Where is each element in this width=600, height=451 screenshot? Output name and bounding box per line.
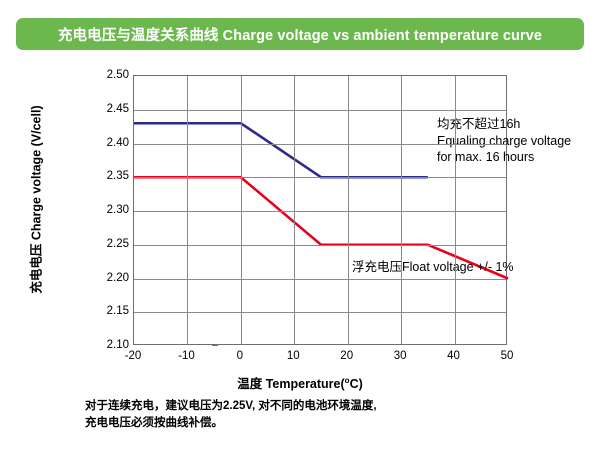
y-axis-tick-label: 2.15	[106, 305, 129, 318]
x-axis-tick-label: 10	[286, 350, 300, 362]
gridline-vertical	[240, 76, 242, 344]
y-axis-tick-label: 2.30	[106, 204, 129, 216]
x-axis-title-cn: 温度	[237, 377, 266, 391]
equalizing-charge-voltage-line	[134, 121, 428, 179]
degree-symbol-icon: o	[344, 375, 350, 385]
footer-note-line2: 充电电压必须按曲线补偿。	[85, 417, 223, 429]
gridline-horizontal	[134, 143, 506, 145]
x-axis-tick-label: 30	[393, 350, 407, 362]
y-axis-tick-label: 2.20	[106, 271, 129, 284]
x-axis-title: 温度 Temperature(oC)	[0, 373, 600, 392]
footer-note-line1: 对于连续充电，建议电压为2.25V, 对不同的电池环境温度,	[85, 400, 377, 412]
plot-area: 均充不超过16h Equaling charge voltage for max…	[133, 75, 571, 345]
y-axis-tick-mark	[212, 345, 218, 346]
x-axis-tick-label: 0	[236, 350, 244, 362]
y-axis-tick-label: 2.25	[106, 237, 129, 250]
gridline-vertical	[347, 76, 349, 344]
x-axis-title-en: Temperature(	[265, 377, 345, 391]
y-axis-title: 充电电压 Charge voltage (V/cell)	[29, 105, 44, 294]
chart-area: 2.10 2.15 2.20 2.25 2.30 2.35 2.40 2.45 2.50 均充不…	[0, 60, 600, 395]
x-axis-tick-label: 20	[340, 350, 354, 362]
gridline-horizontal	[134, 211, 506, 212]
gridline-horizontal	[134, 109, 506, 111]
y-axis-tick-label: 2.10	[106, 339, 129, 351]
gridline-horizontal	[134, 278, 506, 280]
x-axis-tick-labels: -20 -10 0 10 20 30 40 50	[125, 350, 514, 370]
gridline-horizontal	[134, 177, 506, 179]
gridline-horizontal	[134, 244, 506, 246]
equalize-annotation-line2: Equaling charge voltage	[437, 133, 572, 148]
gridline-vertical	[187, 76, 189, 344]
gridline-vertical	[401, 76, 403, 344]
gridline-vertical	[294, 76, 296, 344]
x-axis-tick-label: 40	[447, 350, 460, 362]
footer-note: 对于连续充电，建议电压为2.25V, 对不同的电池环境温度, 充电电压必须按曲线…	[85, 398, 545, 432]
equalize-annotation-line3: for max. 16 hours	[437, 150, 535, 164]
y-axis-tick-label: 2.35	[106, 170, 129, 183]
y-axis-tick-label: 2.40	[106, 136, 129, 149]
y-axis-tick-labels: 2.10 2.15 2.20 2.25 2.30 2.35 2.40 2.45 2.50	[85, 69, 218, 351]
equalize-annotation: 均充不超过16h Equaling charge voltage for max…	[437, 116, 571, 166]
equalize-annotation-line1: 均充不超过16h	[437, 117, 521, 131]
x-axis-tick-label: 50	[500, 350, 514, 362]
x-axis-tick-label: -20	[124, 350, 142, 362]
float-annotation: 浮充电压Float voltage +/- 1%	[352, 260, 514, 274]
gridline-horizontal	[134, 312, 506, 314]
x-axis-title-end: C)	[349, 377, 363, 391]
page-title: 充电电压与温度关系曲线 Charge voltage vs ambient te…	[57, 27, 543, 44]
y-axis-tick-label: 2.50	[106, 69, 129, 81]
x-axis-tick-label: -10	[178, 350, 195, 362]
gridline-vertical	[454, 76, 456, 344]
y-axis-tick-label: 2.45	[106, 102, 129, 115]
header-banner: 充电电压与温度关系曲线 Charge voltage vs ambient te…	[16, 18, 584, 50]
